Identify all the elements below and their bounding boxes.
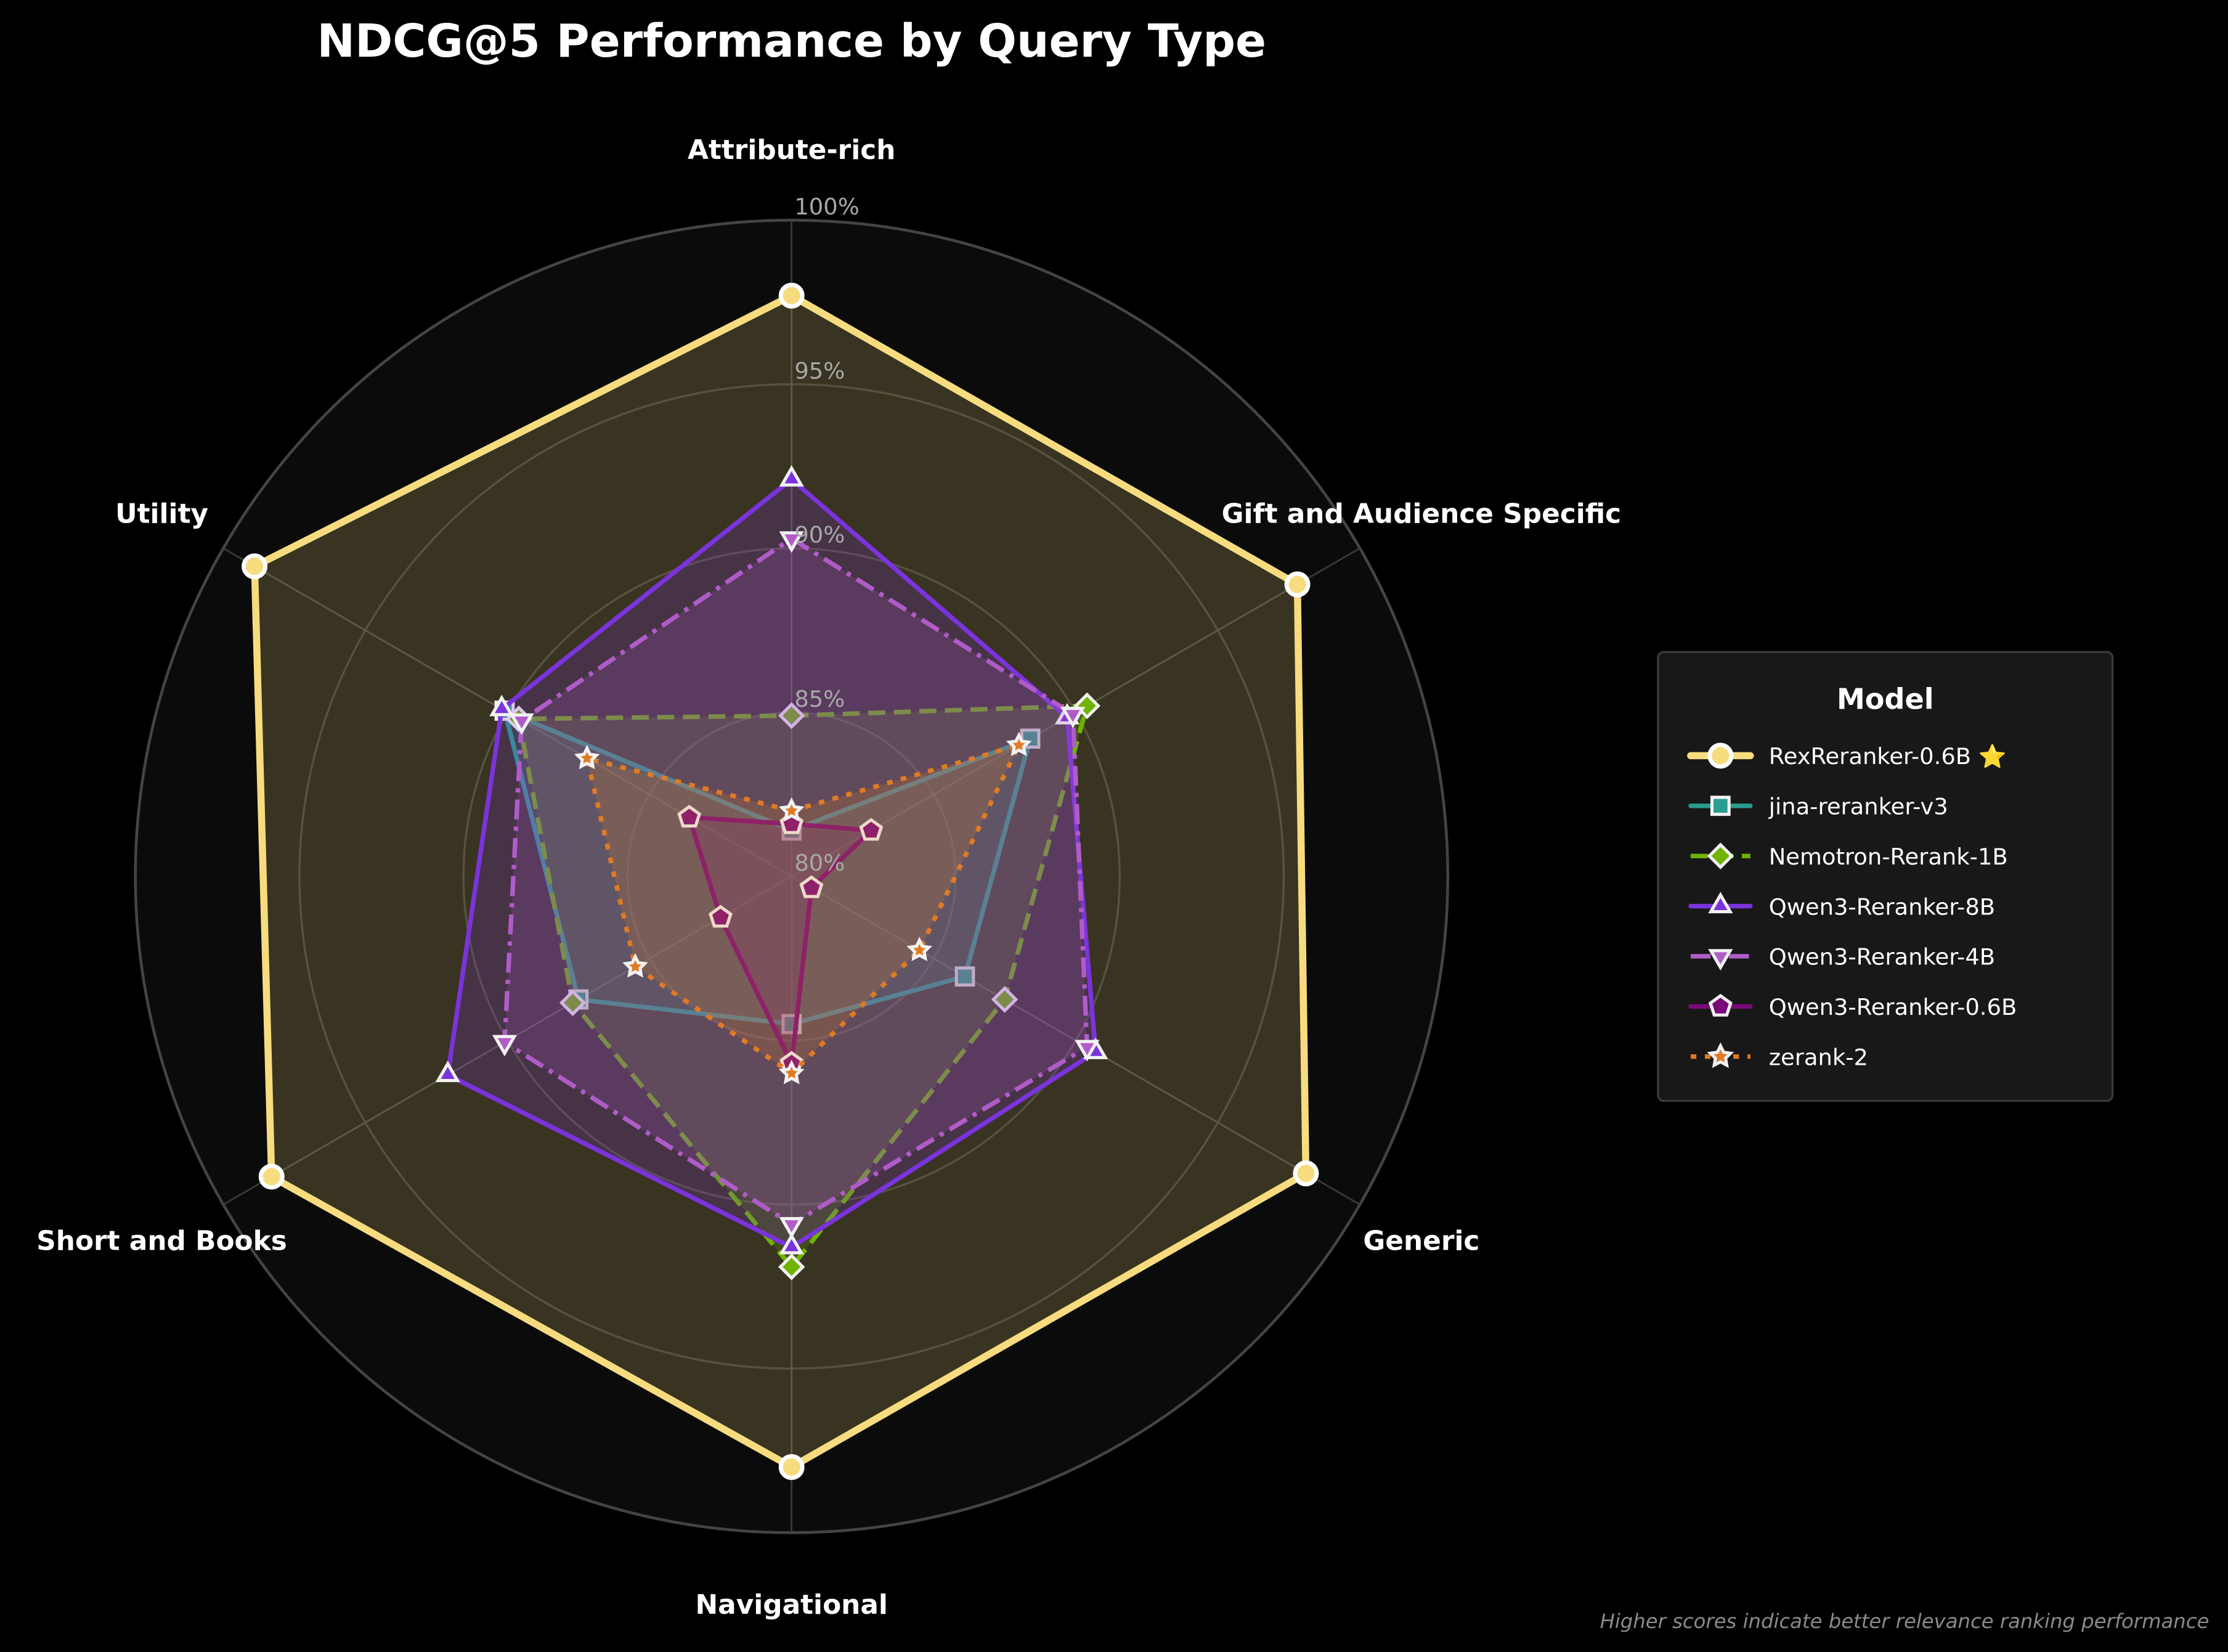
marker-circle — [258, 1163, 285, 1190]
marker-circle — [778, 1454, 805, 1480]
marker-square — [1710, 795, 1731, 816]
series-fill — [254, 295, 1306, 1467]
category-label: Utility — [115, 498, 208, 529]
legend-box — [1657, 651, 2114, 1102]
legend-item: Qwen3-Reranker-8B — [1688, 892, 1995, 920]
radial-tick-label: 85% — [794, 686, 845, 712]
legend-item: Qwen3-Reranker-0.6B — [1688, 993, 2017, 1020]
footnote: Higher scores indicate better relevance … — [1600, 1609, 2210, 1633]
series-fill — [504, 538, 1088, 1224]
legend-item: Nemotron-Rerank-1B — [1690, 842, 2008, 870]
legend-label: RexReranker-0.6B ⭐ — [1769, 743, 2007, 770]
marker-triangle-up — [489, 694, 514, 717]
marker-pentagon — [708, 905, 733, 928]
legend-label: Nemotron-Rerank-1B — [1769, 844, 2008, 870]
marker-diamond — [778, 702, 805, 730]
marker-triangle-down — [779, 531, 804, 553]
marker-triangle-down — [779, 1217, 804, 1239]
marker-circle — [1293, 1160, 1319, 1187]
series-fill — [518, 706, 1088, 1267]
radial-tick-label: 95% — [794, 357, 845, 384]
legend-title: Model — [1837, 682, 1934, 715]
marker-triangle-down — [1075, 1040, 1100, 1062]
category-label: Generic — [1363, 1226, 1479, 1257]
marker-circle — [242, 553, 268, 580]
legend-item: Qwen3-Reranker-4B — [1690, 944, 1995, 971]
marker-star — [778, 1059, 805, 1084]
marker-star — [778, 797, 805, 822]
marker-circle — [1284, 571, 1311, 598]
marker-star — [622, 953, 648, 978]
marker-pentagon — [859, 818, 884, 841]
legend-item: zerank-2 — [1690, 1042, 1868, 1070]
legend-label: Qwen3-Reranker-4B — [1769, 944, 1995, 970]
chart-title: NDCG@5 Performance by Query Type — [317, 15, 1266, 68]
legend-item: jina-reranker-v3 — [1688, 794, 1948, 820]
marker-diamond — [559, 989, 587, 1017]
marker-circle — [1707, 743, 1734, 769]
marker-triangle-down — [509, 713, 534, 735]
marker-triangle-down — [1060, 707, 1086, 728]
marker-circle — [778, 282, 805, 309]
legend-item: RexReranker-0.6B ⭐ — [1687, 743, 2007, 770]
marker-diamond — [1707, 842, 1734, 869]
legend-label: jina-reranker-v3 — [1768, 794, 1948, 820]
series-fill — [587, 745, 1019, 1073]
marker-diamond — [991, 986, 1018, 1013]
marker-star — [906, 937, 933, 961]
marker-star — [1707, 1042, 1734, 1068]
marker-triangle-down — [1708, 949, 1733, 971]
series-rexreranker-0-6b — [242, 282, 1319, 1480]
marker-diamond — [778, 1253, 805, 1280]
marker-pentagon — [799, 875, 824, 898]
legend-label: zerank-2 — [1769, 1044, 1868, 1070]
series-fill — [689, 817, 871, 1064]
marker-star — [1006, 731, 1032, 757]
marker-pentagon — [1708, 993, 1733, 1017]
series-fill — [504, 710, 1031, 1024]
category-label: Navigational — [696, 1589, 888, 1621]
marker-square — [954, 966, 975, 987]
marker-triangle-down — [492, 1035, 518, 1057]
legend-label: Qwen3-Reranker-0.6B — [1769, 994, 2017, 1020]
radial-tick-label: 90% — [794, 522, 845, 548]
marker-triangle-up — [779, 1232, 804, 1255]
marker-pentagon — [677, 805, 702, 828]
polar-plot-area: Attribute-rich Gift and Audience Specific… — [36, 134, 1621, 1621]
marker-triangle-up — [1708, 892, 1733, 914]
legend: Model RexReranker-0.6B ⭐ jina-reranker-v3… — [1657, 651, 2114, 1102]
legend-label: Qwen3-Reranker-8B — [1769, 893, 1995, 920]
marker-triangle-up — [435, 1060, 460, 1083]
category-label: Short and Books — [36, 1226, 287, 1257]
marker-triangle-up — [779, 465, 804, 487]
series-fill — [447, 479, 1096, 1248]
marker-star — [574, 744, 600, 770]
series-qwen3-reranker-4b — [492, 531, 1100, 1239]
category-label: Gift and Audience Specific — [1222, 498, 1622, 529]
category-label: Attribute-rich — [688, 134, 895, 166]
radial-tick-label: 100% — [794, 193, 859, 220]
radial-tick-label: 80% — [794, 850, 845, 876]
series-zerank-2 — [574, 731, 1032, 1084]
